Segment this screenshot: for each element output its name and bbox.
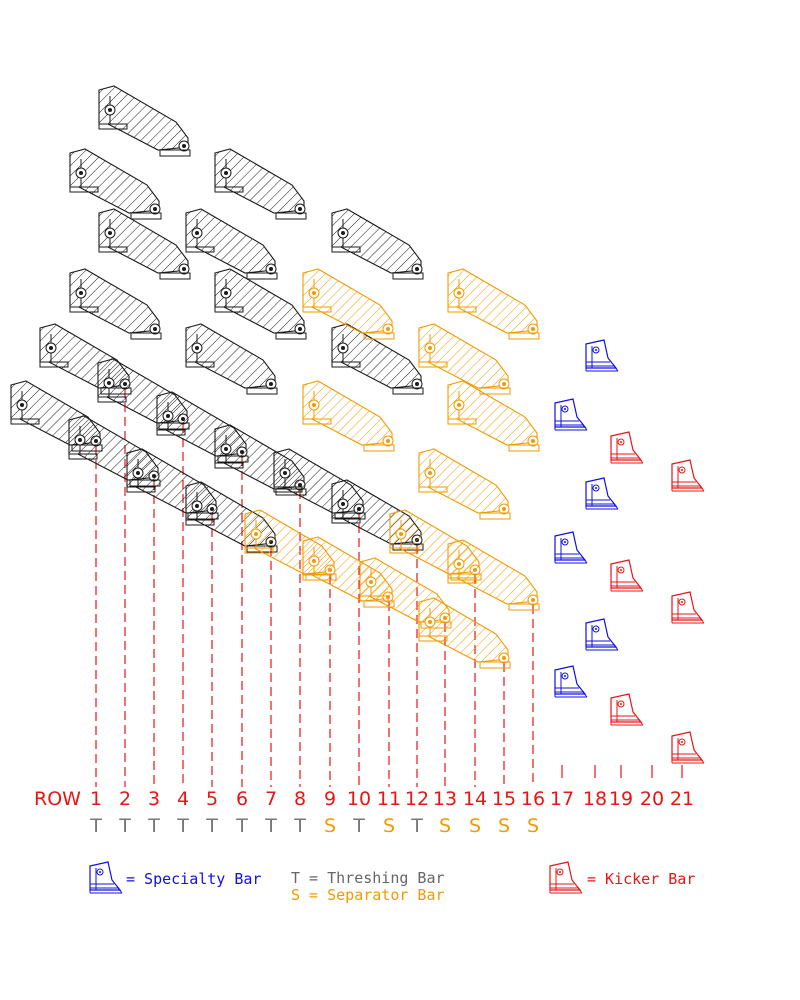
threshing-bar bbox=[185, 323, 278, 395]
bar-type-label: S bbox=[439, 815, 451, 837]
row-number-label: 2 bbox=[119, 788, 131, 810]
kicker-bar bbox=[671, 459, 705, 492]
row-number-label: 20 bbox=[640, 788, 664, 810]
row-number-label: 17 bbox=[550, 788, 574, 810]
bar-type-label: S bbox=[527, 815, 539, 837]
bar-type-label: T bbox=[176, 815, 189, 837]
separator-bar bbox=[447, 380, 540, 452]
specialty-bar bbox=[554, 665, 588, 698]
kicker-bar bbox=[610, 693, 644, 726]
separator-bar bbox=[447, 539, 540, 611]
threshing-bar bbox=[185, 208, 278, 280]
bar-pieces bbox=[10, 85, 705, 764]
legend-kicker-label: = Kicker Bar bbox=[587, 870, 695, 888]
bar-type-label: T bbox=[89, 815, 102, 837]
row-number-label: 16 bbox=[521, 788, 545, 810]
row-number-label: 19 bbox=[609, 788, 633, 810]
row-prefix-label: ROW bbox=[34, 788, 81, 810]
specialty-bar-icon bbox=[89, 861, 123, 894]
bar-type-label: T bbox=[205, 815, 218, 837]
legend-separator-label: S = Separator Bar bbox=[291, 886, 445, 904]
bar-type-label: S bbox=[383, 815, 395, 837]
kicker-bar-swatch bbox=[549, 861, 583, 894]
kicker-bar bbox=[610, 559, 644, 592]
threshing-bar bbox=[331, 208, 424, 280]
specialty-bar bbox=[554, 398, 588, 431]
specialty-bar bbox=[585, 339, 619, 372]
legend-specialty-label: = Specialty Bar bbox=[126, 870, 261, 888]
row-number-label: 21 bbox=[670, 788, 694, 810]
row-number-label: 12 bbox=[405, 788, 429, 810]
specialty-bar bbox=[585, 477, 619, 510]
row-number-label: 4 bbox=[177, 788, 189, 810]
bar-type-label: T bbox=[410, 815, 423, 837]
row-number-label: 18 bbox=[583, 788, 607, 810]
separator-bar bbox=[418, 597, 511, 669]
row-number-label: 14 bbox=[463, 788, 487, 810]
threshing-bar bbox=[214, 148, 307, 220]
separator-bar bbox=[418, 323, 511, 395]
legend: = Specialty Bar T = Threshing Bar S = Se… bbox=[89, 861, 695, 904]
separator-bar bbox=[418, 448, 511, 520]
row-number-label: 9 bbox=[324, 788, 336, 810]
bar-type-label: S bbox=[324, 815, 336, 837]
kicker-bar bbox=[671, 591, 705, 624]
specialty-bar-swatch bbox=[89, 861, 123, 894]
legend-threshing-label: T = Threshing Bar bbox=[291, 869, 445, 887]
row-number-label: 8 bbox=[294, 788, 306, 810]
row-number-label: 11 bbox=[377, 788, 401, 810]
bar-type-label: T bbox=[352, 815, 365, 837]
threshing-bar bbox=[69, 268, 162, 340]
kicker-bar bbox=[610, 431, 644, 464]
row-labels: ROW 1 2 3 4 5 6 7 8 9 10 11 12 13 14 15 16 17 18 19 20 21 bbox=[34, 788, 694, 810]
row-number-label: 6 bbox=[236, 788, 248, 810]
row-number-label: 7 bbox=[265, 788, 277, 810]
row-number-label: 1 bbox=[90, 788, 102, 810]
bar-type-label: T bbox=[235, 815, 248, 837]
kicker-bar bbox=[671, 731, 705, 764]
threshing-bar bbox=[214, 268, 307, 340]
threshing-bar bbox=[69, 148, 162, 220]
kicker-bar-icon bbox=[549, 861, 583, 894]
threshing-bar bbox=[98, 208, 191, 280]
row-number-label: 3 bbox=[148, 788, 160, 810]
bar-type-label: T bbox=[293, 815, 306, 837]
bar-type-label: S bbox=[469, 815, 481, 837]
specialty-bar bbox=[585, 618, 619, 651]
row-number-label: 15 bbox=[492, 788, 516, 810]
row-number-label: 10 bbox=[347, 788, 371, 810]
row-number-label: 5 bbox=[206, 788, 218, 810]
bar-type-label: T bbox=[147, 815, 160, 837]
threshing-bar bbox=[98, 85, 191, 157]
row-number-label: 13 bbox=[433, 788, 457, 810]
bar-type-label: S bbox=[498, 815, 510, 837]
bar-type-label: T bbox=[264, 815, 277, 837]
threshing-bar bbox=[331, 323, 424, 395]
separator-bar bbox=[302, 380, 395, 452]
bar-type-label: T bbox=[118, 815, 131, 837]
specialty-bar bbox=[554, 531, 588, 564]
separator-bar bbox=[302, 268, 395, 340]
separator-bar bbox=[447, 268, 540, 340]
